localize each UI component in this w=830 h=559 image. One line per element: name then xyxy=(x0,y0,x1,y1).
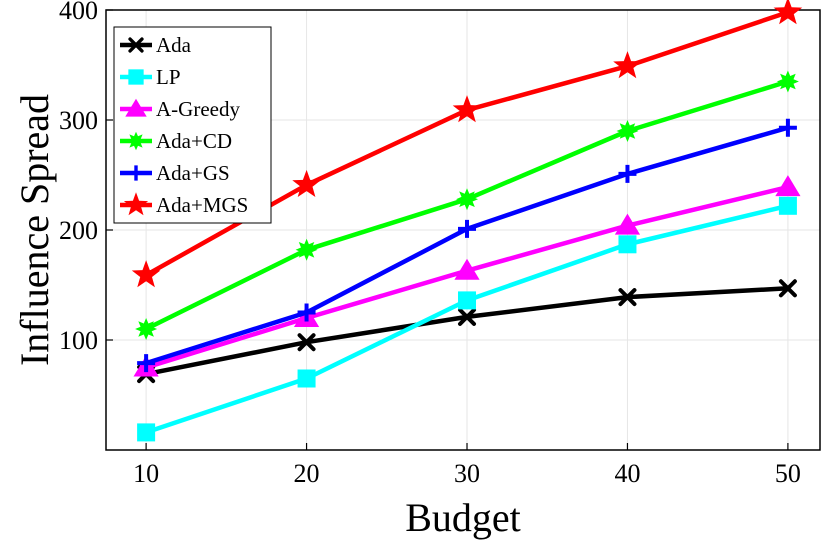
data-point xyxy=(778,196,797,215)
series-ada-cd xyxy=(135,70,799,340)
data-point xyxy=(137,354,156,373)
data-point xyxy=(613,51,642,79)
legend-entry: Ada+GS xyxy=(120,161,230,185)
y-tick-label: 200 xyxy=(59,216,98,245)
data-point xyxy=(125,98,147,117)
data-point xyxy=(137,423,156,442)
x-tick-label: 50 xyxy=(775,459,801,488)
data-point xyxy=(458,307,477,326)
axis-ticks: 10 20 30 40 50 100 200 300 400 xyxy=(59,0,801,488)
data-point xyxy=(778,279,797,298)
data-point xyxy=(128,165,144,181)
legend-entry: Ada+CD xyxy=(120,129,232,153)
x-tick-label: 30 xyxy=(454,459,480,488)
data-point xyxy=(454,258,480,280)
legend-label: Ada+CD xyxy=(156,129,232,153)
y-axis-label: Influence Spread xyxy=(12,94,57,366)
data-point xyxy=(452,95,482,123)
legend-label: Ada xyxy=(156,33,192,57)
data-point xyxy=(128,37,144,53)
legend-label: LP xyxy=(156,65,181,89)
y-tick-label: 400 xyxy=(59,0,98,25)
data-point xyxy=(297,369,316,388)
data-point xyxy=(123,192,149,216)
data-point xyxy=(295,238,318,261)
legend-entry: LP xyxy=(120,65,181,89)
x-tick-label: 20 xyxy=(294,459,320,488)
legend-label: A-Greedy xyxy=(156,97,240,121)
data-point xyxy=(775,175,801,197)
data-point xyxy=(297,333,316,352)
data-point xyxy=(126,131,146,151)
data-point xyxy=(128,69,144,85)
x-tick-label: 40 xyxy=(614,459,640,488)
legend-entry: Ada xyxy=(120,33,192,57)
data-point xyxy=(297,303,316,322)
series-layer xyxy=(131,0,803,442)
data-point xyxy=(458,219,477,238)
x-tick-label: 10 xyxy=(133,459,159,488)
data-point xyxy=(292,169,321,197)
data-point xyxy=(618,235,637,254)
y-tick-label: 300 xyxy=(59,106,98,135)
legend-label: Ada+GS xyxy=(156,161,230,185)
legend-box xyxy=(113,26,272,224)
series-lp xyxy=(137,196,797,442)
x-axis-label: Budget xyxy=(405,495,521,540)
data-point xyxy=(778,118,797,137)
data-point xyxy=(618,288,637,307)
data-point xyxy=(131,260,161,288)
data-point xyxy=(135,318,158,340)
data-point xyxy=(776,70,799,93)
legend-entry: A-Greedy xyxy=(120,97,240,121)
data-point xyxy=(456,188,478,211)
data-point xyxy=(773,0,803,25)
legend-label: Ada+MGS xyxy=(156,193,248,217)
legend-entry: Ada+MGS xyxy=(120,192,248,217)
data-point xyxy=(458,291,477,310)
data-point xyxy=(618,164,637,183)
data-point xyxy=(614,213,641,235)
series-ada-gs xyxy=(137,118,797,373)
y-tick-label: 100 xyxy=(59,326,98,355)
data-point xyxy=(616,120,639,142)
legend: Ada LP A-Greedy Ada+CD Ada+GS Ada+MGS xyxy=(113,26,272,224)
